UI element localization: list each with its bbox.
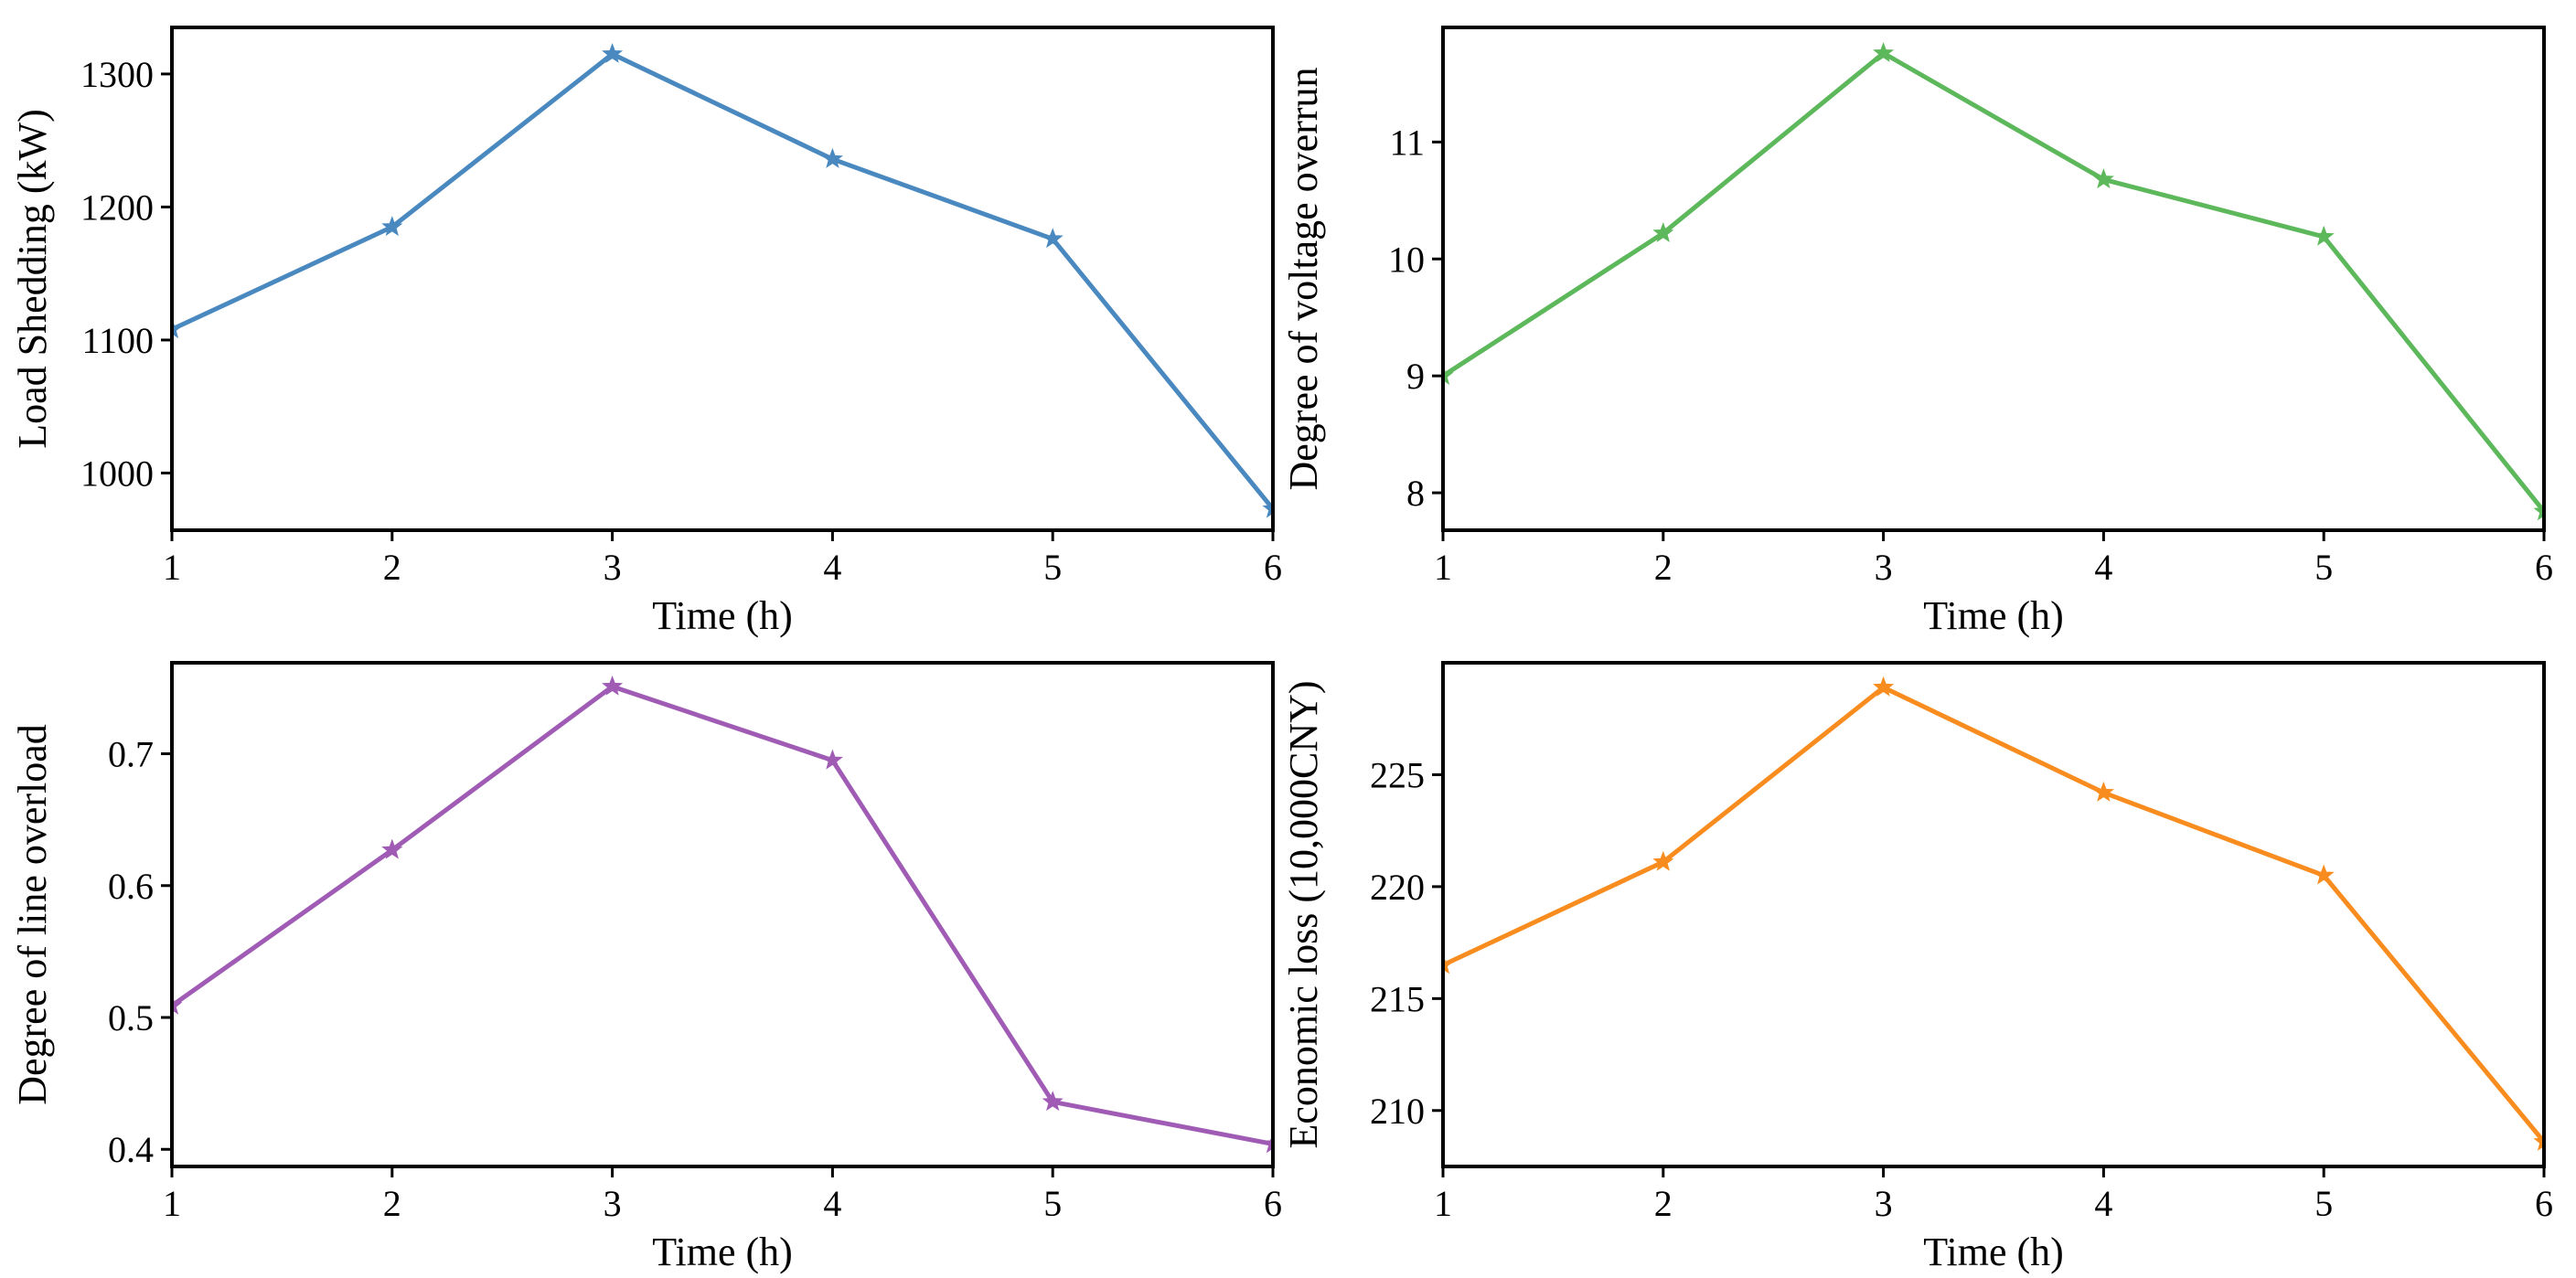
y-tick-label: 11 <box>1389 122 1425 163</box>
y-tick-label: 225 <box>1370 754 1425 795</box>
x-tick-label: 3 <box>1875 1183 1893 1224</box>
y-tick-label: 1200 <box>80 186 154 228</box>
series-2-1 <box>1443 42 2544 521</box>
data-point <box>2092 168 2114 189</box>
x-tick-label: 4 <box>2094 547 2112 588</box>
y-tick-label: 0.4 <box>108 1129 154 1170</box>
x-tick-label: 3 <box>604 1183 622 1224</box>
data-point <box>1443 953 1454 974</box>
data-point <box>1042 1091 1064 1112</box>
plot-frame <box>1441 26 2546 532</box>
series-line <box>172 684 1273 1146</box>
y-tick-label: 215 <box>1370 978 1425 1019</box>
x-tick-label: 6 <box>2535 547 2553 588</box>
x-tick-label: 2 <box>1654 547 1673 588</box>
y-tick-label: 210 <box>1370 1091 1425 1132</box>
y-axis-label: Degree of voltage overrun <box>1281 67 1326 490</box>
y-tick-label: 10 <box>1388 239 1425 280</box>
data-point <box>1262 497 1273 518</box>
y-tick-label: 220 <box>1370 867 1425 908</box>
x-tick-label: 4 <box>2094 1183 2112 1224</box>
x-tick-label: 1 <box>1434 547 1452 588</box>
data-point <box>1652 221 1674 242</box>
data-point <box>602 42 624 63</box>
data-point <box>2092 781 2114 802</box>
x-axis-label: Time (h) <box>652 593 793 638</box>
plot-frame <box>170 26 1275 532</box>
x-tick-label: 3 <box>604 547 622 588</box>
x-tick-label: 1 <box>163 547 181 588</box>
data-point <box>2313 864 2335 885</box>
data-point <box>1443 365 1454 385</box>
x-tick-label: 1 <box>163 1183 181 1224</box>
y-tick-label: 0.5 <box>108 997 154 1038</box>
y-tick-label: 0.7 <box>108 734 154 775</box>
y-tick-label: 0.6 <box>108 866 154 907</box>
x-tick-label: 5 <box>1043 547 1062 588</box>
series-3-1 <box>172 675 1273 1154</box>
data-point <box>2533 500 2544 521</box>
series-4-1 <box>1443 676 2544 1151</box>
x-axis-label: Time (h) <box>1923 593 2064 638</box>
data-point <box>2313 225 2335 246</box>
data-point <box>172 994 183 1015</box>
data-point <box>1042 228 1064 249</box>
chart-panel-2: 1 2 3 4 5 6 8 9 10 11 Time (h) Degree of voltage ov… <box>1281 26 2553 638</box>
data-point <box>602 675 624 696</box>
x-tick-label: 5 <box>2314 547 2333 588</box>
data-point <box>172 318 183 339</box>
data-point <box>2533 1130 2544 1151</box>
plot-frame <box>1441 661 2546 1168</box>
series-line <box>1443 50 2544 515</box>
x-tick-label: 4 <box>823 1183 841 1224</box>
x-tick-label: 2 <box>1654 1183 1673 1224</box>
x-tick-label: 5 <box>1043 1183 1062 1224</box>
x-axis-label: Time (h) <box>1923 1230 2064 1274</box>
y-tick-label: 9 <box>1406 356 1425 397</box>
data-point <box>821 147 843 168</box>
y-tick-label: 8 <box>1406 473 1425 514</box>
chart-panel-1: 1 2 3 4 5 6 1000 1100 1200 1300 Time (h) Load Shedd… <box>10 26 1282 638</box>
x-tick-label: 4 <box>823 547 841 588</box>
x-tick-label: 1 <box>1434 1183 1452 1224</box>
data-point <box>1873 42 1895 62</box>
series-line <box>1443 685 2544 1145</box>
data-point <box>1652 850 1674 871</box>
y-axis-label: Degree of line overload <box>10 724 55 1105</box>
y-axis-label: Economic loss (10,000CNY) <box>1281 680 1326 1148</box>
plot-frame <box>170 661 1275 1168</box>
x-tick-label: 6 <box>1264 547 1282 588</box>
x-tick-label: 6 <box>2535 1183 2553 1224</box>
y-tick-label: 1300 <box>80 54 154 95</box>
y-axis-label: Load Shedding (kW) <box>10 109 55 448</box>
x-axis-label: Time (h) <box>652 1230 793 1274</box>
x-tick-label: 6 <box>1264 1183 1282 1224</box>
x-tick-label: 3 <box>1875 547 1893 588</box>
data-point <box>821 749 843 770</box>
series-line <box>172 51 1273 512</box>
x-tick-label: 2 <box>383 547 401 588</box>
y-tick-label: 1000 <box>80 453 154 494</box>
chart-panel-3: 1 2 3 4 5 6 0.4 0.5 0.6 0.7 Time (h) Degree of line… <box>10 661 1282 1274</box>
series-1-1 <box>172 42 1273 518</box>
data-point <box>1262 1133 1273 1154</box>
y-tick-label: 1100 <box>81 320 154 361</box>
x-tick-label: 2 <box>383 1183 401 1224</box>
data-point <box>381 838 403 859</box>
x-tick-label: 5 <box>2314 1183 2333 1224</box>
chart-panel-4: 1 2 3 4 5 6 210 215 220 225 Time (h) Economic loss … <box>1281 661 2553 1274</box>
data-point <box>1873 676 1895 697</box>
data-point <box>381 216 403 237</box>
